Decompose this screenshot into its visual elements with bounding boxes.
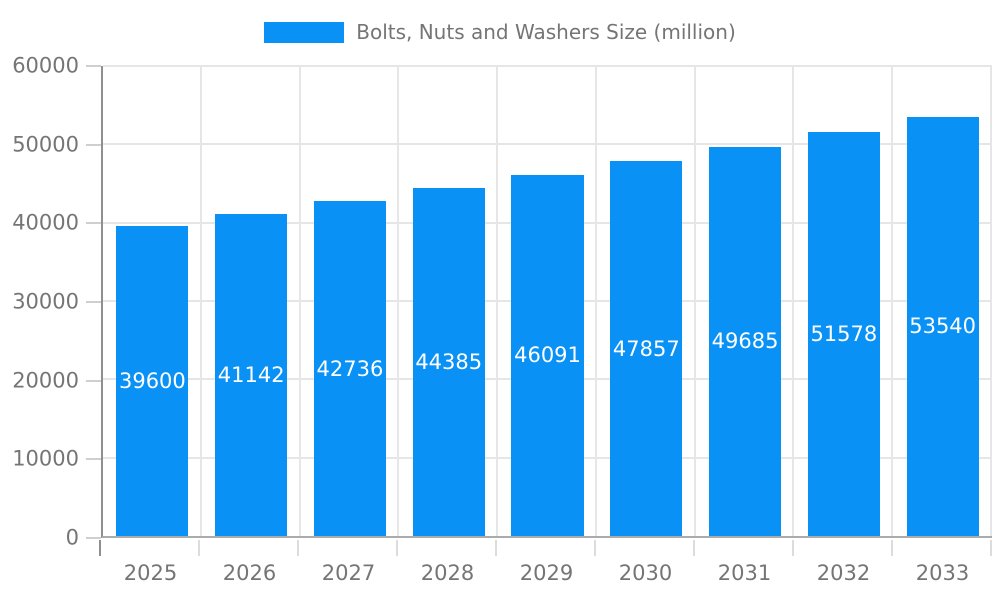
bar-2031: 49685 bbox=[709, 146, 782, 536]
x-axis-label: 2032 bbox=[816, 561, 871, 585]
y-axis-tick bbox=[86, 143, 101, 146]
y-axis-label: 0 bbox=[65, 525, 79, 550]
y-axis-tick bbox=[86, 65, 101, 67]
y-axis-label: 40000 bbox=[12, 210, 79, 235]
x-axis-tick bbox=[990, 540, 992, 556]
bar-slot: 46091 bbox=[498, 66, 597, 536]
plot-area: 39600 41142 42736 44385 46091 47857 49685 51578… bbox=[101, 65, 992, 538]
x-axis-label: 2025 bbox=[123, 561, 178, 585]
v-gridline bbox=[496, 66, 499, 536]
x-axis-label: 2030 bbox=[618, 561, 673, 585]
y-axis-ticks bbox=[86, 65, 101, 539]
x-axis-tick bbox=[495, 540, 497, 556]
legend[interactable]: Bolts, Nuts and Washers Size (million) bbox=[0, 20, 1000, 44]
x-axis-label: 2031 bbox=[717, 561, 772, 585]
bar-value-label: 46091 bbox=[514, 343, 581, 368]
y-axis-tick bbox=[86, 301, 101, 303]
bar-value-label: 49685 bbox=[711, 329, 779, 354]
v-gridline bbox=[594, 66, 597, 536]
x-axis-tick bbox=[297, 540, 299, 556]
y-axis-tick bbox=[86, 537, 101, 539]
v-gridline bbox=[298, 66, 301, 536]
v-gridline bbox=[199, 66, 202, 536]
v-gridline bbox=[792, 66, 795, 536]
y-axis-label: 10000 bbox=[12, 446, 79, 471]
bar-2025: 39600 bbox=[116, 225, 189, 536]
x-axis-tick bbox=[99, 540, 101, 556]
x-axis-tick bbox=[692, 540, 695, 556]
v-gridline bbox=[397, 66, 400, 536]
x-axis-label: 2026 bbox=[222, 561, 277, 585]
bar-value-label: 53540 bbox=[909, 314, 977, 339]
bar-2026: 41142 bbox=[215, 213, 288, 536]
v-gridline bbox=[990, 66, 992, 536]
bar-value-label: 41142 bbox=[217, 362, 285, 387]
legend-label: Bolts, Nuts and Washers Size (million) bbox=[356, 20, 736, 44]
bar-2032: 51578 bbox=[807, 131, 880, 536]
bar-slot: 39600 bbox=[103, 66, 202, 536]
x-axis-tick bbox=[891, 540, 893, 556]
h-gridline bbox=[103, 65, 992, 67]
x-axis-label: 2033 bbox=[915, 561, 970, 585]
bar-slot: 41142 bbox=[202, 66, 301, 536]
y-axis-label: 60000 bbox=[12, 53, 79, 78]
x-axis-label: 2027 bbox=[321, 561, 376, 585]
v-gridline bbox=[693, 66, 696, 536]
bar-2029: 46091 bbox=[511, 174, 584, 536]
x-axis-ticks bbox=[99, 540, 992, 556]
bar-slot: 53540 bbox=[893, 66, 992, 536]
x-axis-label: 2029 bbox=[519, 561, 574, 585]
bar-slot: 42736 bbox=[301, 66, 400, 536]
h-gridline bbox=[103, 143, 992, 146]
bar-2033: 53540 bbox=[906, 116, 979, 536]
bar-2030: 47857 bbox=[610, 161, 683, 536]
bar-slot: 47857 bbox=[597, 66, 696, 536]
bar-value-label: 51578 bbox=[810, 321, 878, 346]
bar-slot: 49685 bbox=[696, 66, 795, 536]
y-axis-labels: 0 10000 20000 30000 40000 50000 60000 bbox=[0, 55, 79, 548]
bar-slot: 44385 bbox=[399, 66, 498, 536]
y-axis-tick bbox=[86, 458, 101, 461]
y-axis-tick bbox=[86, 379, 101, 382]
x-axis-tick bbox=[198, 540, 200, 556]
bar-2027: 42736 bbox=[313, 201, 386, 536]
x-axis-tick bbox=[395, 540, 398, 556]
bar-value-label: 44385 bbox=[415, 350, 483, 375]
x-axis-tick bbox=[594, 540, 596, 556]
legend-swatch-icon bbox=[264, 21, 345, 43]
bar-value-label: 47857 bbox=[612, 336, 680, 361]
x-axis-label: 2028 bbox=[420, 561, 475, 585]
bar-2028: 44385 bbox=[412, 188, 485, 536]
x-axis-labels: 2025 2026 2027 2028 2029 2030 2031 2032 2033 bbox=[101, 561, 992, 589]
y-axis-label: 50000 bbox=[12, 132, 79, 157]
bar-series: 39600 41142 42736 44385 46091 47857 49685 51578… bbox=[103, 66, 992, 536]
v-gridline bbox=[891, 66, 894, 536]
y-axis-label: 20000 bbox=[12, 368, 79, 393]
y-axis-tick bbox=[86, 222, 101, 225]
y-axis-label: 30000 bbox=[12, 289, 79, 314]
bar-slot: 51578 bbox=[794, 66, 893, 536]
bar-value-label: 42736 bbox=[316, 356, 384, 381]
x-axis-tick bbox=[792, 540, 794, 556]
bar-value-label: 39600 bbox=[118, 368, 186, 393]
